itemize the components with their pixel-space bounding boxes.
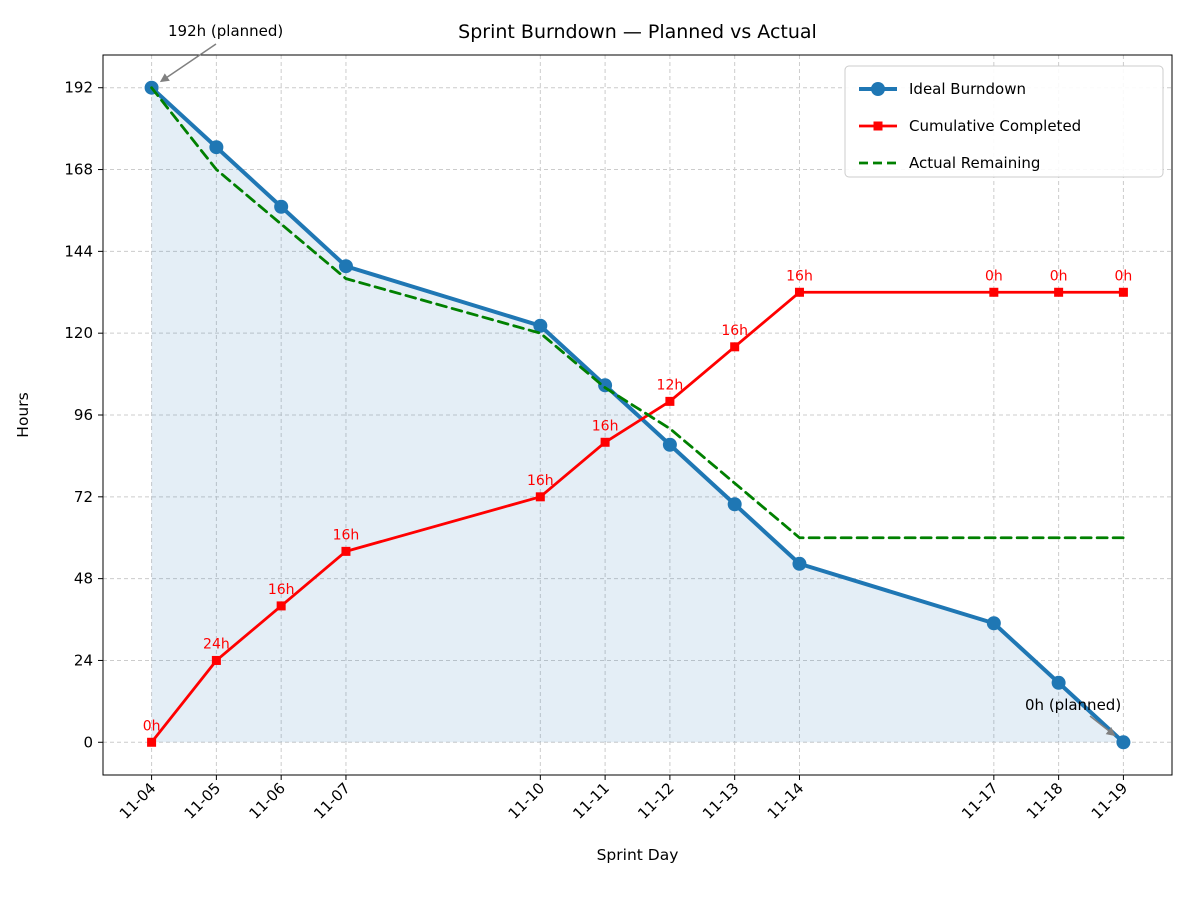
data-label: 0h	[1115, 268, 1133, 284]
legend: Ideal Burndown Cumulative Completed Actual…	[844, 65, 1164, 178]
data-label: 0h	[1050, 268, 1068, 284]
marker-ideal-burndown	[727, 497, 742, 512]
marker-cumulative-completed	[535, 492, 545, 502]
marker-cumulative-completed	[794, 287, 804, 297]
marker-cumulative-completed	[730, 342, 740, 352]
legend-swatch-marker	[871, 82, 885, 96]
annotation-arrowhead	[159, 73, 170, 83]
marker-ideal-burndown	[533, 318, 548, 333]
marker-ideal-burndown	[274, 199, 289, 214]
marker-cumulative-completed	[1118, 287, 1128, 297]
marker-cumulative-completed	[1054, 287, 1064, 297]
legend-label: Ideal Burndown	[909, 80, 1026, 98]
y-tick-label: 144	[64, 242, 93, 260]
marker-ideal-burndown	[986, 616, 1001, 631]
data-label: 16h	[333, 527, 360, 543]
y-tick-label: 96	[74, 406, 93, 424]
legend-label: Cumulative Completed	[909, 117, 1081, 135]
annotation-arrow	[164, 43, 217, 80]
annotation-text: 0h (planned)	[1025, 696, 1121, 714]
marker-ideal-burndown	[1051, 675, 1066, 690]
y-axis-label: Hours	[14, 392, 32, 437]
y-tick-label: 168	[64, 161, 93, 179]
legend-swatch-marker	[873, 121, 883, 131]
legend-box	[844, 65, 1164, 178]
y-tick-label: 48	[74, 570, 93, 588]
marker-ideal-burndown	[1116, 735, 1131, 750]
legend-entry-actual-remaining: Actual Remaining	[859, 154, 1040, 172]
marker-ideal-burndown	[792, 556, 807, 571]
annotation-arrow	[1089, 715, 1112, 733]
fill-under-ideal-burndown	[151, 87, 1124, 743]
marker-cumulative-completed	[989, 287, 999, 297]
data-label: 16h	[786, 268, 813, 284]
data-label: 16h	[527, 473, 554, 489]
y-tick-label: 192	[64, 79, 93, 97]
y-tick-label: 0	[83, 733, 93, 751]
chart-title: Sprint Burndown — Planned vs Actual	[458, 21, 817, 43]
marker-cumulative-completed	[665, 396, 675, 406]
marker-cumulative-completed	[211, 655, 221, 665]
y-tick-label: 24	[74, 651, 93, 669]
x-axis-label: Sprint Day	[597, 846, 679, 864]
data-label: 12h	[657, 377, 684, 393]
marker-ideal-burndown	[209, 140, 224, 155]
data-label: 0h	[985, 268, 1003, 284]
legend-label: Actual Remaining	[909, 154, 1040, 172]
series-line-actual-remaining	[150, 86, 1125, 540]
marker-ideal-burndown	[338, 259, 353, 274]
y-tick-label: 72	[74, 488, 93, 506]
marker-cumulative-completed	[147, 737, 157, 747]
y-tick-label: 120	[64, 324, 93, 342]
annotation-arrowhead	[1105, 726, 1116, 737]
legend-entry-ideal-burndown: Ideal Burndown	[859, 80, 1026, 98]
data-label: 16h	[721, 323, 748, 339]
legend-entry-cumulative-completed: Cumulative Completed	[859, 117, 1081, 135]
marker-cumulative-completed	[276, 601, 286, 611]
data-label: 16h	[592, 418, 619, 434]
marker-ideal-burndown	[662, 437, 677, 452]
annotation-text: 192h (planned)	[168, 22, 283, 40]
data-label: 24h	[203, 636, 230, 652]
marker-cumulative-completed	[600, 437, 610, 447]
marker-cumulative-completed	[341, 546, 351, 556]
data-label: 16h	[268, 582, 295, 598]
data-label: 0h	[143, 718, 161, 734]
series-line-ideal-burndown	[149, 85, 1126, 745]
series-line-cumulative-completed	[150, 290, 1125, 744]
